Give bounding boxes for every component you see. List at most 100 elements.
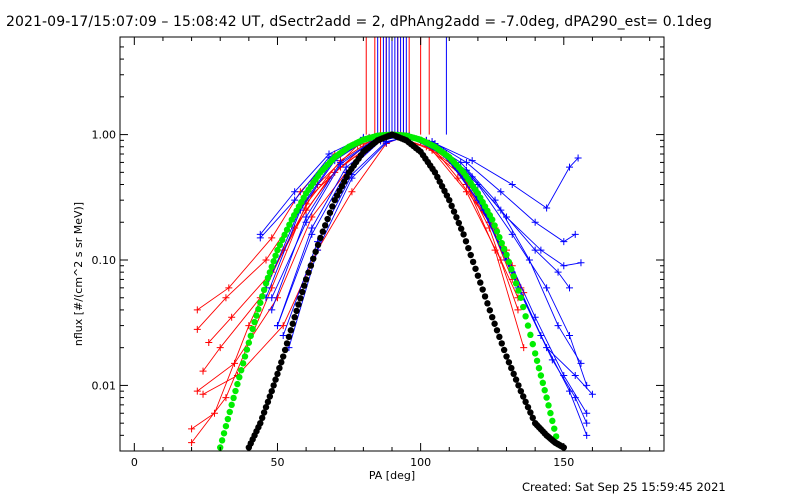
fit-point bbox=[510, 273, 517, 280]
series-point bbox=[560, 238, 568, 246]
created-timestamp: Created: Sat Sep 25 15:59:45 2021 bbox=[522, 480, 726, 494]
fit-point bbox=[270, 382, 277, 389]
fit-point bbox=[280, 353, 287, 360]
series-point bbox=[256, 234, 264, 242]
fit-point bbox=[312, 248, 319, 255]
fit-point bbox=[218, 437, 226, 444]
fit-point bbox=[500, 245, 508, 253]
series-point bbox=[291, 196, 299, 204]
series-point bbox=[531, 218, 539, 226]
fit-point bbox=[238, 367, 245, 374]
series-point bbox=[497, 188, 505, 196]
fit-point bbox=[498, 239, 505, 247]
series-point bbox=[308, 230, 316, 238]
fit-point bbox=[547, 409, 554, 417]
fit-point bbox=[484, 300, 491, 307]
black-fit-curve bbox=[245, 131, 567, 451]
series-point bbox=[382, 139, 390, 147]
fit-point bbox=[489, 313, 496, 321]
series-point bbox=[348, 188, 356, 196]
fit-point bbox=[260, 286, 268, 294]
fit-point bbox=[505, 359, 513, 366]
fit-point bbox=[289, 320, 296, 327]
series-point bbox=[228, 313, 236, 321]
series-point bbox=[468, 157, 476, 165]
fit-point bbox=[307, 262, 315, 269]
series-point bbox=[210, 409, 218, 417]
series-point bbox=[462, 158, 470, 166]
series-point bbox=[205, 338, 213, 346]
series-point bbox=[302, 218, 310, 226]
fit-point bbox=[305, 269, 312, 276]
fit-point bbox=[266, 393, 274, 400]
fit-point bbox=[232, 387, 239, 395]
series-point bbox=[225, 284, 233, 292]
fit-point bbox=[455, 219, 463, 227]
fit-point bbox=[479, 286, 486, 293]
fit-point bbox=[239, 360, 247, 367]
series-point bbox=[193, 306, 201, 314]
fit-point bbox=[465, 244, 472, 252]
fit-point bbox=[515, 382, 522, 389]
fit-point bbox=[527, 409, 534, 416]
fit-point bbox=[527, 331, 534, 339]
fit-point bbox=[493, 327, 501, 334]
series-point bbox=[571, 394, 579, 402]
fit-point bbox=[251, 318, 258, 326]
fit-point bbox=[228, 401, 235, 409]
fit-point bbox=[505, 258, 513, 266]
fit-point bbox=[247, 332, 254, 340]
series-point bbox=[520, 344, 528, 352]
fit-point bbox=[329, 203, 336, 210]
fit-point bbox=[295, 301, 302, 308]
fit-point bbox=[503, 353, 510, 360]
fit-point bbox=[460, 231, 467, 238]
series-point bbox=[571, 230, 579, 238]
fit-point bbox=[467, 251, 474, 259]
series-point bbox=[574, 154, 582, 162]
red-series-group bbox=[188, 131, 528, 447]
fit-point bbox=[274, 246, 281, 254]
fit-point bbox=[531, 350, 539, 357]
x-tick-label: 0 bbox=[131, 456, 138, 469]
fit-point bbox=[317, 234, 324, 242]
series-point bbox=[554, 322, 562, 330]
y-axis-label: nflux [#/(cm^2 s sr MeV)] bbox=[72, 202, 85, 346]
fit-point bbox=[266, 269, 274, 276]
series-point bbox=[193, 387, 201, 395]
series-point bbox=[199, 390, 207, 398]
fit-point bbox=[517, 387, 525, 395]
fit-point bbox=[259, 293, 266, 300]
fit-point bbox=[535, 364, 543, 372]
series-point bbox=[548, 356, 556, 364]
fit-point bbox=[253, 312, 260, 319]
x-tick-label: 100 bbox=[410, 456, 431, 469]
fit-point bbox=[508, 364, 515, 372]
series-point bbox=[308, 224, 316, 232]
fit-point bbox=[477, 279, 484, 286]
series-point bbox=[268, 234, 276, 242]
fit-point bbox=[510, 370, 517, 378]
fit-point bbox=[508, 265, 515, 273]
fit-point bbox=[222, 422, 230, 430]
fit-point bbox=[297, 295, 304, 302]
series-point bbox=[566, 163, 574, 171]
fit-point bbox=[549, 417, 556, 425]
fit-point bbox=[522, 398, 529, 406]
fit-point bbox=[543, 394, 550, 401]
series-point bbox=[583, 419, 591, 427]
fit-point bbox=[302, 276, 310, 283]
fit-point bbox=[259, 414, 266, 422]
fit-point bbox=[326, 209, 334, 216]
series-point bbox=[508, 230, 516, 238]
vertical-marker-lines bbox=[365, 37, 447, 135]
fit-point bbox=[551, 425, 558, 432]
fit-point bbox=[260, 409, 268, 416]
series-point bbox=[222, 294, 230, 302]
series-point bbox=[336, 160, 344, 168]
fit-point bbox=[491, 320, 498, 327]
x-axis-label: PA [deg] bbox=[369, 469, 415, 482]
fit-point bbox=[469, 258, 477, 266]
series-point bbox=[222, 394, 230, 402]
